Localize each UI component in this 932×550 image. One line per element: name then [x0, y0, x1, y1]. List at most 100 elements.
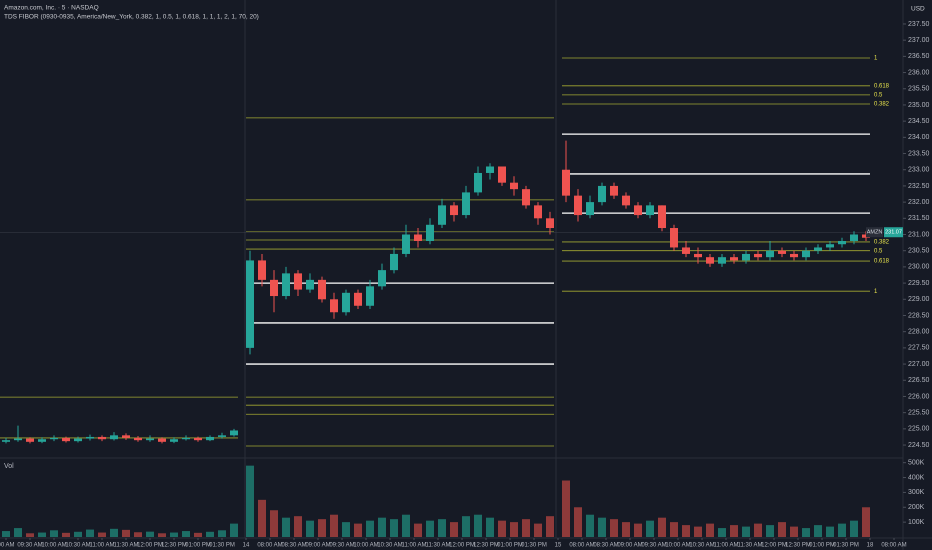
candle-body	[354, 292, 362, 306]
candle-body	[850, 234, 858, 241]
volume-bar	[294, 516, 302, 537]
x-tick-label: 10:00 AM	[41, 543, 66, 549]
x-tick-label: 10:30 AM	[65, 543, 90, 549]
candle-body	[646, 205, 654, 216]
volume-bar	[282, 517, 290, 537]
candle-body	[670, 228, 678, 248]
volume-bar	[754, 523, 762, 537]
volume-bar	[306, 520, 314, 537]
x-tick-label: 15	[555, 543, 562, 549]
fib-label: 0.5	[874, 92, 883, 98]
candle-body	[330, 299, 338, 313]
volume-bar	[670, 522, 678, 537]
x-tick-label: 11:00 AM	[90, 543, 115, 549]
volume-bar	[486, 517, 494, 537]
candle-body	[742, 253, 750, 261]
candle-body	[218, 435, 226, 437]
volume-bar	[574, 507, 582, 537]
candle-body	[294, 273, 302, 290]
y-tick-label: 233.50	[908, 150, 930, 157]
x-tick-label: 08:30 AM	[281, 543, 306, 549]
volume-bar	[182, 531, 190, 537]
volume-bar	[426, 520, 434, 537]
candle-body	[74, 438, 82, 442]
candle-body	[402, 234, 410, 254]
x-tick-label: 01:30 PM	[209, 543, 235, 549]
y-tick-label: 231.50	[908, 215, 930, 222]
y-tick-label: 235.00	[908, 102, 930, 109]
y-tick-label: 237.00	[908, 37, 930, 44]
candle-body	[838, 240, 846, 245]
x-tick-label: 11:30 AM	[738, 543, 763, 549]
candle-body	[342, 292, 350, 313]
volume-bar	[646, 520, 654, 537]
candle-body	[754, 253, 762, 258]
x-tick-label: 11:30 AM	[114, 543, 139, 549]
fib-label: 1	[874, 56, 878, 62]
fib-label: 0.382	[874, 102, 890, 108]
candle-body	[498, 166, 506, 183]
candle-body	[230, 430, 238, 436]
candle-body	[778, 250, 786, 254]
volume-bar	[14, 528, 22, 537]
candle-body	[318, 279, 326, 300]
volume-bar	[50, 530, 58, 537]
volume-bar	[462, 516, 470, 537]
candle-body	[706, 257, 714, 264]
x-tick-label: 09:30 AM	[17, 543, 42, 549]
volume-bar	[814, 525, 822, 537]
volume-bar	[354, 523, 362, 537]
volume-bar	[522, 519, 530, 537]
volume-bar	[158, 533, 166, 537]
x-tick-label: 09:00 AM	[617, 543, 642, 549]
candle-body	[546, 218, 554, 229]
x-tick-label: 12:30 PM	[785, 543, 811, 549]
x-tick-label: 08:00 AM	[257, 543, 282, 549]
volume-bar	[658, 517, 666, 537]
volume-bar	[790, 526, 798, 537]
x-tick-label: 12:00 PM	[761, 543, 787, 549]
volume-bar	[802, 528, 810, 537]
candle-body	[658, 205, 666, 229]
candle-body	[62, 437, 70, 442]
volume-bar	[510, 522, 518, 537]
fib-label: 1	[874, 289, 878, 295]
candle-body	[206, 436, 214, 441]
candle-body	[246, 260, 254, 348]
volume-bar	[194, 532, 202, 537]
fib-label: 0.618	[874, 259, 890, 265]
candle-body	[282, 273, 290, 297]
y-tick-label: 235.50	[908, 86, 930, 93]
y-tick-label: 228.50	[908, 312, 930, 319]
currency: USD	[911, 6, 925, 13]
x-tick-label: 12:30 PM	[161, 543, 187, 549]
fib-label: 0.618	[874, 83, 890, 89]
x-tick-label: 01:00 PM	[185, 543, 211, 549]
candle-body	[50, 437, 58, 440]
candle-body	[14, 438, 22, 441]
volume-bar	[534, 523, 542, 537]
candle-body	[462, 192, 470, 216]
candle-body	[26, 438, 34, 442]
x-tick-label: 11:00 AM	[714, 543, 739, 549]
volume-bar	[2, 531, 10, 537]
candle-body	[122, 435, 130, 438]
volume-bar	[270, 510, 278, 537]
candle-body	[194, 437, 202, 441]
volume-bar	[862, 507, 870, 537]
volume-title: Vol	[4, 463, 14, 470]
x-tick-label: 12:30 PM	[473, 543, 499, 549]
y-tick-label: 227.50	[908, 345, 930, 352]
candle-body	[2, 440, 10, 442]
y-tick-label: 233.00	[908, 167, 930, 174]
volume-bar	[682, 525, 690, 537]
x-tick-label: 10:00 AM	[665, 543, 690, 549]
y-tick-label: 400K	[908, 474, 925, 481]
candle-body	[510, 182, 518, 190]
y-tick-label: 224.50	[908, 442, 930, 449]
x-tick-label: 10:30 AM	[689, 543, 714, 549]
candle-body	[474, 172, 482, 193]
volume-bar	[766, 525, 774, 537]
y-tick-label: 226.50	[908, 377, 930, 384]
